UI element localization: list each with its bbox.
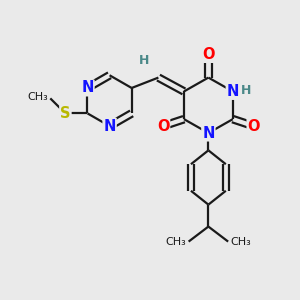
Text: S: S	[60, 106, 71, 121]
Text: N: N	[81, 80, 94, 95]
Text: O: O	[202, 47, 214, 62]
Text: N: N	[103, 118, 116, 134]
Text: H: H	[240, 84, 251, 97]
Text: CH₃: CH₃	[230, 237, 251, 247]
Text: O: O	[157, 118, 169, 134]
Text: N: N	[202, 125, 214, 140]
Text: H: H	[139, 54, 150, 67]
Text: CH₃: CH₃	[166, 237, 186, 247]
Text: CH₃: CH₃	[27, 92, 48, 102]
Text: N: N	[226, 84, 239, 99]
Text: O: O	[248, 118, 260, 134]
